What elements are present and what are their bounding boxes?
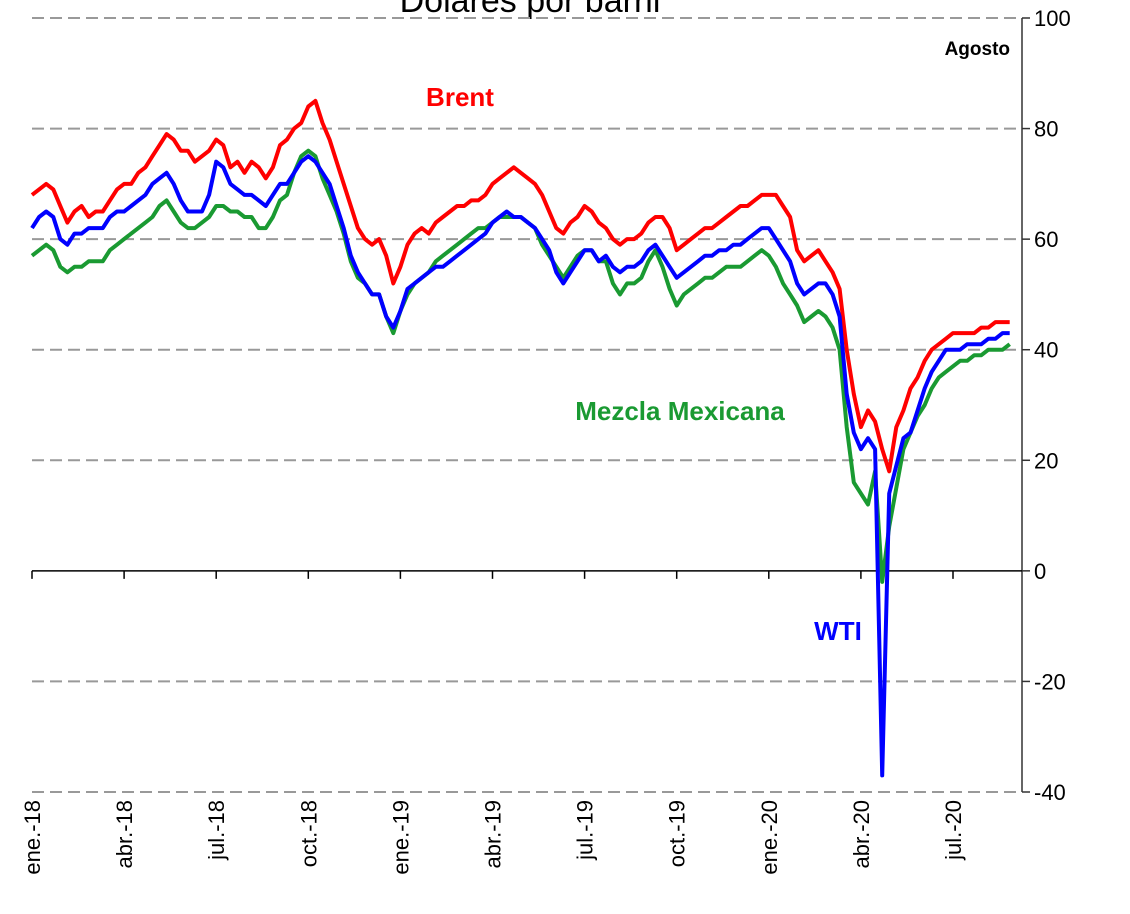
series-line	[30, 154, 1010, 778]
chart-title: Dólares por barril	[400, 0, 661, 20]
y-tick-label: -20	[1034, 669, 1066, 694]
x-tick-label: abr.-19	[481, 800, 506, 869]
x-tick-label: jul.-18	[204, 800, 229, 861]
x-tick-label: oct.-19	[665, 800, 690, 867]
series-label: Brent	[426, 82, 494, 112]
y-tick-label: 0	[1034, 559, 1046, 584]
x-tick-label: oct.-18	[296, 800, 321, 867]
x-tick-label: abr.-20	[849, 800, 874, 869]
y-tick-label: 20	[1034, 448, 1058, 473]
y-tick-label: -40	[1034, 780, 1066, 805]
x-tick-label: abr.-18	[112, 800, 137, 869]
annotation: Agosto	[945, 39, 1010, 60]
y-tick-label: 100	[1034, 6, 1071, 31]
x-tick-label: ene.-18	[20, 800, 45, 875]
y-tick-label: 60	[1034, 227, 1058, 252]
y-tick-label: 80	[1034, 117, 1058, 142]
y-tick-label: 40	[1034, 338, 1058, 363]
x-tick-label: ene.-19	[388, 800, 413, 875]
x-tick-label: jul.-20	[941, 800, 966, 861]
series-label: WTI	[814, 616, 862, 646]
series-label: Mezcla Mexicana	[575, 396, 785, 426]
x-tick-label: jul.-19	[573, 800, 598, 861]
x-tick-label: ene.-20	[757, 800, 782, 875]
series-line	[30, 98, 1010, 474]
